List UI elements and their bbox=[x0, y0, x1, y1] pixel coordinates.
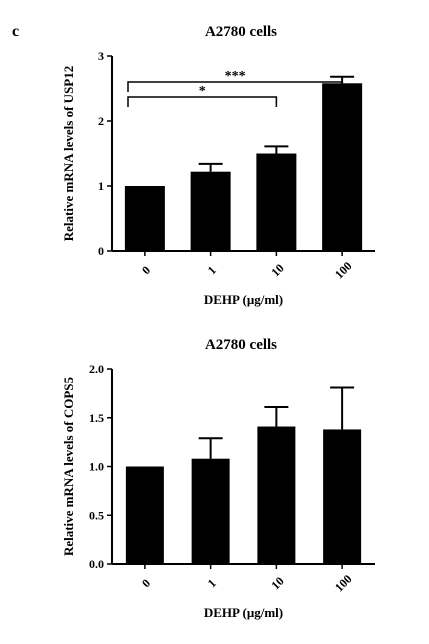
y-tick-label: 1.5 bbox=[89, 411, 104, 425]
y-tick-label: 0.0 bbox=[89, 557, 104, 571]
x-axis-label: DEHP (μg/ml) bbox=[204, 605, 283, 620]
x-tick-label: 1 bbox=[205, 263, 219, 277]
x-tick-label: 100 bbox=[332, 259, 355, 282]
y-tick-label: 2 bbox=[98, 114, 104, 128]
x-tick-label: 1 bbox=[205, 576, 219, 590]
x-axis-label: DEHP (μg/ml) bbox=[204, 292, 283, 307]
bar-1 bbox=[190, 171, 231, 251]
y-tick-label: 1.0 bbox=[89, 460, 104, 474]
chart-cops5: A2780 cells Relative mRNA levels of COPS5… bbox=[61, 337, 375, 620]
y-axis-label: Relative mRNA levels of COPS5 bbox=[61, 376, 76, 556]
y-tick-label: 2.0 bbox=[89, 362, 104, 376]
chart-title: A2780 cells bbox=[205, 337, 277, 353]
panel-letter: c bbox=[12, 23, 19, 40]
y-tick-label: 3 bbox=[98, 49, 104, 63]
significance-label: *** bbox=[225, 69, 246, 84]
x-tick-label: 10 bbox=[268, 261, 286, 279]
significance-label: * bbox=[199, 84, 206, 99]
y-axis-label: Relative mRNA levels of USP12 bbox=[61, 66, 76, 241]
chart-title: A2780 cells bbox=[205, 24, 277, 40]
significance-bracket bbox=[127, 81, 343, 92]
bar-100 bbox=[322, 83, 363, 251]
x-tick-label: 100 bbox=[332, 572, 355, 595]
significance-bracket bbox=[127, 96, 278, 107]
bar-10 bbox=[256, 153, 297, 251]
bar-1 bbox=[191, 458, 230, 564]
bar-0 bbox=[125, 466, 164, 564]
x-tick-label: 0 bbox=[139, 576, 153, 590]
y-tick-label: 0.5 bbox=[89, 508, 104, 522]
x-tick-label: 10 bbox=[268, 574, 286, 592]
bar-0 bbox=[124, 186, 165, 251]
y-tick-label: 1 bbox=[98, 179, 104, 193]
chart-usp12: A2780 cells Relative mRNA levels of USP12… bbox=[61, 24, 375, 307]
bar-10 bbox=[257, 426, 296, 564]
bar-100 bbox=[323, 429, 362, 564]
y-tick-label: 0 bbox=[98, 244, 104, 258]
x-tick-label: 0 bbox=[139, 263, 153, 277]
